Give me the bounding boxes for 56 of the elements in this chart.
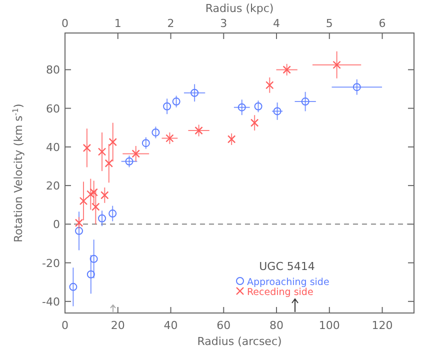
point: [250, 118, 259, 127]
x-tick-label: 60: [216, 319, 231, 332]
x2-tick-label: 6: [378, 17, 386, 30]
y-tick-label: 20: [46, 180, 60, 193]
legend-label: Approaching side: [247, 277, 330, 288]
point: [79, 196, 88, 206]
x2-tick-label: 3: [220, 17, 228, 30]
x2-tick-label: 1: [114, 17, 122, 30]
x-tick-label: 40: [164, 319, 178, 332]
y-tick-label: 60: [46, 102, 60, 116]
point: [75, 226, 84, 235]
x-tick-label: 100: [318, 319, 340, 332]
x-tick-label: 120: [372, 319, 393, 332]
x2-tick-label: 0: [62, 17, 68, 30]
y-tick-label: 0: [53, 218, 60, 232]
point: [194, 126, 203, 135]
x-tick-label: 20: [110, 319, 125, 332]
point: [152, 128, 160, 136]
y-tick-label: 40: [46, 140, 60, 154]
point: [98, 148, 106, 156]
legend-label: Receding side: [247, 287, 314, 298]
point: [266, 81, 274, 90]
x-axis-title: Radius (arcsec): [197, 335, 282, 348]
point: [163, 102, 172, 110]
point: [82, 144, 92, 152]
point: [142, 139, 150, 148]
point: [172, 98, 180, 106]
point: [125, 157, 134, 166]
point: [98, 214, 106, 222]
point: [282, 66, 291, 74]
y-tick-label: -40: [42, 295, 60, 308]
point: [332, 60, 341, 69]
point: [166, 134, 174, 142]
point: [301, 98, 310, 106]
point: [273, 107, 282, 116]
point: [352, 83, 361, 92]
x2-axis-title: Radius (kpc): [205, 2, 274, 15]
legend-title: UGC 5414: [259, 260, 315, 273]
point: [132, 150, 140, 158]
point: [227, 135, 236, 144]
x2-tick-label: 2: [167, 17, 174, 30]
point: [254, 102, 262, 110]
point: [108, 138, 117, 146]
point: [86, 270, 95, 278]
point: [90, 254, 98, 263]
x2-tick-label: 4: [273, 17, 280, 30]
point: [69, 282, 78, 291]
x-tick-label: 80: [270, 319, 284, 332]
y-tick-label: 80: [46, 64, 60, 77]
point: [108, 210, 117, 218]
y-tick-label: -20: [42, 256, 60, 270]
point: [238, 103, 246, 112]
x-tick-label: 0: [62, 319, 68, 332]
point: [190, 88, 199, 97]
x2-tick-label: 5: [326, 17, 333, 30]
point: [100, 191, 109, 200]
